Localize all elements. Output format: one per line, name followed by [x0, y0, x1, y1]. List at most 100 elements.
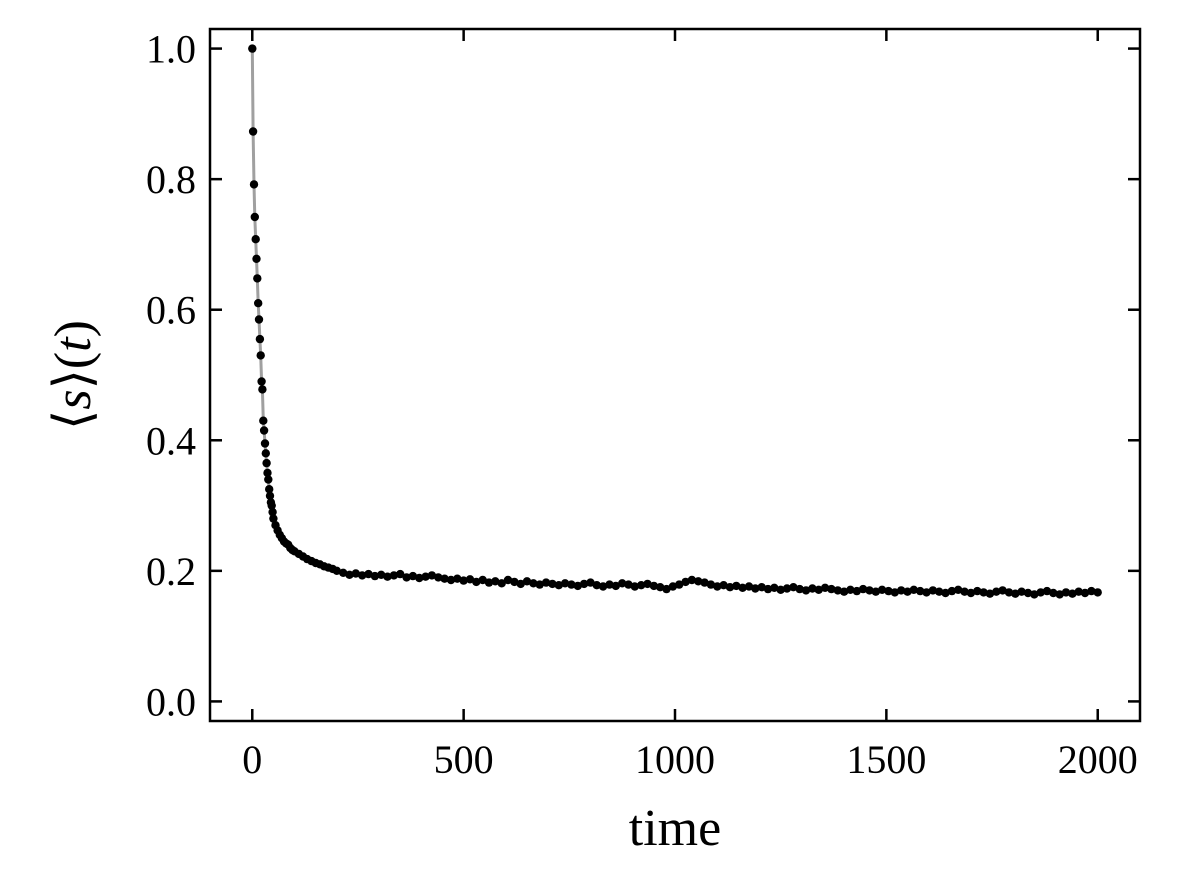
data-point — [827, 584, 836, 594]
y-tick-label: 0.2 — [146, 549, 196, 594]
data-point — [637, 581, 646, 590]
x-ticks-group: 0 500 1000 1500 2000 — [242, 29, 1138, 782]
data-point — [611, 581, 620, 591]
data-point — [265, 491, 275, 500]
data-point — [541, 578, 551, 587]
data-point — [434, 573, 443, 582]
data-point — [1011, 589, 1020, 598]
y-axis-label-open-bracket: ⟨ — [45, 410, 102, 430]
y-tick-label: 1.0 — [146, 27, 196, 72]
data-point — [935, 587, 944, 596]
data-point — [700, 578, 709, 587]
data-point — [656, 583, 665, 592]
data-point — [560, 579, 570, 588]
data-point — [1093, 588, 1102, 597]
data-point — [719, 581, 728, 590]
data-point — [408, 571, 418, 581]
data-point — [264, 475, 273, 484]
x-tick-label: 0 — [242, 737, 262, 782]
data-point — [459, 576, 468, 585]
data-point — [776, 585, 785, 594]
data-point — [364, 569, 373, 579]
data-point — [1055, 590, 1064, 599]
data-point — [339, 568, 348, 577]
data-point — [370, 571, 380, 581]
data-point — [941, 588, 950, 598]
data-point — [763, 584, 773, 594]
data-point — [909, 585, 918, 594]
data-point — [681, 577, 690, 587]
data-point — [389, 571, 399, 580]
data-point — [265, 485, 274, 494]
data-point — [713, 582, 722, 591]
data-point — [258, 385, 267, 394]
data-point — [358, 571, 367, 580]
y-tick-label: 0.4 — [146, 418, 196, 463]
data-point — [985, 589, 995, 598]
data-point — [478, 575, 487, 585]
data-point — [396, 569, 405, 579]
data-point — [890, 588, 899, 597]
data-point — [1061, 588, 1071, 597]
data-point — [757, 583, 766, 592]
data-point — [789, 583, 798, 592]
data-point — [345, 570, 354, 579]
data-point — [377, 570, 386, 579]
data-point — [332, 566, 341, 575]
y-tick-label: 0.0 — [146, 679, 196, 724]
data-point — [675, 580, 684, 589]
data-point — [618, 579, 627, 588]
data-point — [973, 586, 982, 596]
data-point — [922, 588, 931, 597]
y-tick-label: 0.8 — [146, 157, 196, 202]
data-point — [846, 585, 855, 594]
data-point — [1049, 588, 1058, 598]
y-axis-label-close-bracket: ⟩ — [45, 369, 102, 389]
data-point — [694, 577, 703, 586]
data-point — [871, 587, 880, 596]
data-point — [966, 588, 976, 598]
x-axis-label: time — [629, 800, 721, 857]
data-point — [998, 586, 1007, 595]
data-point — [662, 584, 671, 594]
data-point — [643, 579, 652, 589]
data-point — [351, 569, 360, 578]
y-axis-label-paren-close: ) — [45, 320, 102, 337]
data-point — [725, 583, 735, 592]
x-tick-label: 500 — [434, 737, 494, 782]
data-point — [1042, 586, 1052, 596]
data-point — [732, 581, 741, 591]
data-point — [954, 585, 963, 594]
data-point — [598, 582, 608, 591]
data-point — [383, 572, 392, 581]
data-point — [535, 580, 544, 589]
data-point — [605, 580, 614, 589]
y-ticks-group: 0.0 0.2 0.4 0.6 0.8 1.0 — [146, 27, 1140, 724]
data-point — [252, 254, 261, 263]
data-point — [440, 574, 449, 583]
data-point — [262, 458, 271, 468]
data-point — [465, 575, 475, 584]
data-point — [916, 586, 925, 596]
data-point — [884, 586, 893, 596]
data-point — [579, 579, 589, 589]
data-point — [269, 514, 278, 523]
plot-background — [210, 29, 1140, 721]
y-tick-label: 0.6 — [146, 288, 196, 333]
data-point — [1080, 588, 1090, 598]
data-point — [259, 426, 269, 435]
data-point — [877, 585, 887, 594]
data-point — [415, 573, 424, 583]
series-points-group — [248, 44, 1102, 599]
data-point — [251, 235, 260, 244]
y-axis-label-variable: s — [45, 389, 102, 409]
data-point — [744, 582, 754, 591]
data-point — [421, 572, 430, 581]
data-point — [979, 588, 988, 597]
data-point — [649, 581, 659, 591]
data-point — [248, 127, 258, 136]
data-point — [453, 574, 462, 583]
data-point — [839, 587, 849, 596]
data-point — [260, 439, 270, 448]
